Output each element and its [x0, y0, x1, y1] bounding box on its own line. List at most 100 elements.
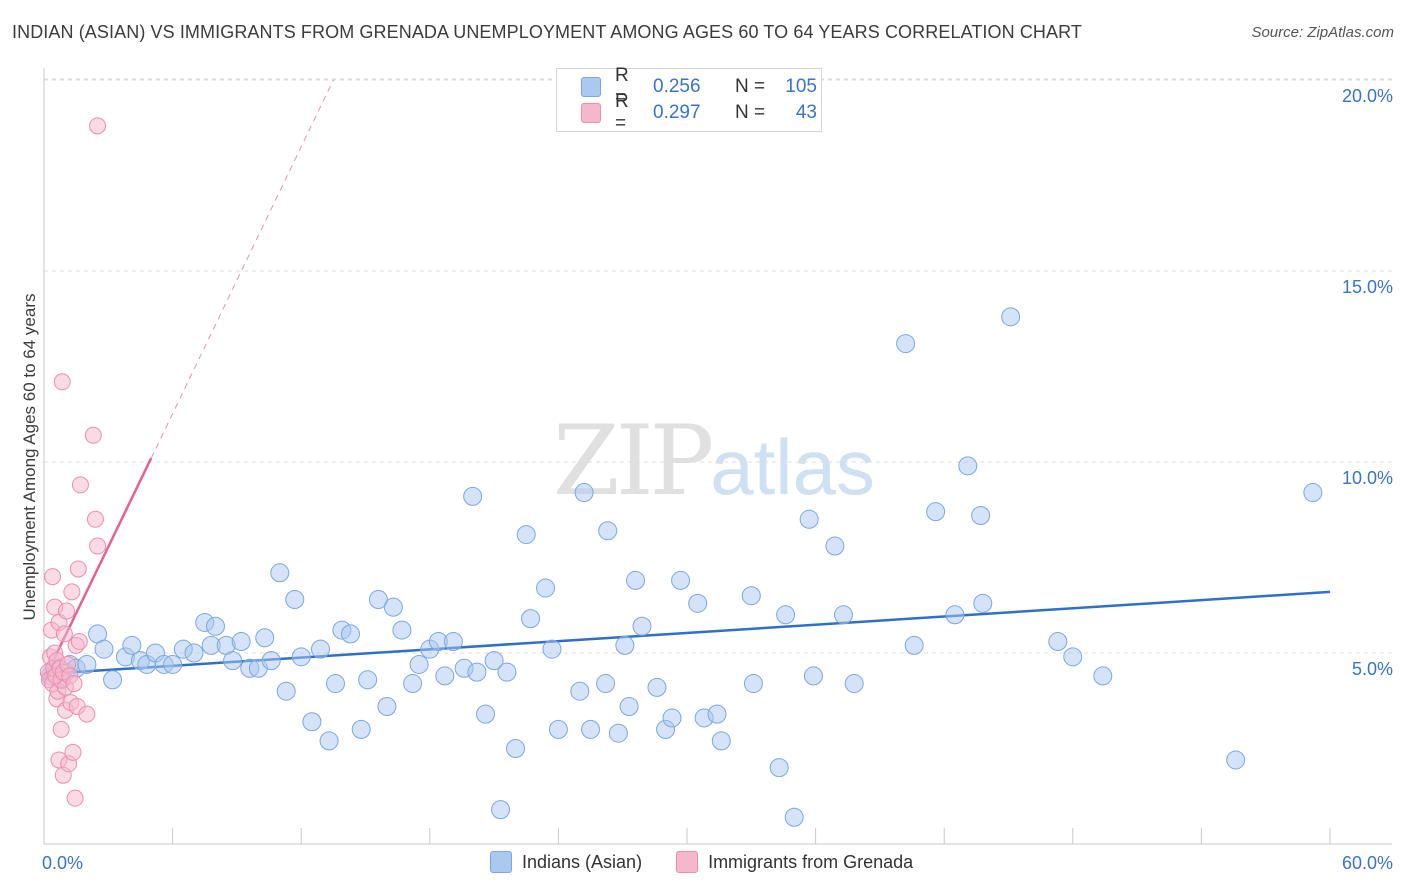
data-point-indians — [833, 605, 853, 625]
data-point-indians — [904, 635, 924, 655]
data-point-indians — [310, 639, 330, 659]
data-point-grenada — [70, 633, 88, 651]
data-point-indians — [351, 719, 371, 739]
series-indians-asian — [40, 307, 1323, 827]
trend-lines — [42, 79, 1331, 681]
data-point-grenada — [69, 560, 87, 578]
data-point-indians — [231, 632, 251, 652]
series-immigrants-grenada — [39, 117, 107, 807]
data-point-indians — [825, 536, 845, 556]
data-point-indians — [463, 486, 483, 506]
data-point-indians — [1303, 483, 1323, 503]
data-point-indians — [443, 632, 463, 652]
data-point-indians — [409, 654, 429, 674]
data-point-indians — [1226, 750, 1246, 770]
chart-title: INDIAN (ASIAN) VS IMMIGRANTS FROM GRENAD… — [12, 22, 1083, 42]
data-point-indians — [223, 651, 243, 671]
legend-label-indians: Indians (Asian) — [522, 851, 643, 872]
r-label: R = — [615, 91, 629, 134]
data-point-indians — [776, 605, 796, 625]
data-point-indians — [285, 590, 305, 610]
data-point-grenada — [53, 373, 71, 391]
data-point-indians — [122, 635, 142, 655]
data-point-indians — [302, 712, 322, 732]
data-point-indians — [945, 605, 965, 625]
data-point-grenada — [89, 537, 107, 555]
legend-swatch-pink — [676, 851, 699, 873]
data-point-indians — [163, 654, 183, 674]
data-point-indians — [570, 681, 590, 701]
data-point-grenada — [78, 705, 96, 723]
data-point-indians — [325, 674, 345, 694]
data-point-indians — [581, 719, 601, 739]
data-point-indians — [626, 570, 646, 590]
data-point-indians — [844, 674, 864, 694]
legend-label-grenada: Immigrants from Grenada — [708, 851, 914, 872]
y-tick-10: 10.0% — [1341, 468, 1393, 488]
data-point-indians — [94, 639, 114, 659]
trend-line-grenada-extrapolated — [150, 79, 334, 459]
r-value: 0.256 — [653, 76, 701, 97]
data-point-indians — [184, 643, 204, 663]
data-point-grenada — [58, 602, 76, 620]
data-point-indians — [632, 616, 652, 636]
data-point-indians — [358, 670, 378, 690]
n-value: 43 — [795, 102, 817, 123]
data-point-indians — [270, 563, 290, 583]
gridlines — [44, 78, 1392, 654]
data-point-indians — [741, 586, 761, 606]
data-point-indians — [598, 521, 618, 541]
series-legend: Indians (Asian) Immigrants from Grenada — [490, 851, 947, 873]
data-point-indians — [743, 674, 763, 694]
legend-item-grenada[interactable]: Immigrants from Grenada — [676, 851, 913, 873]
data-point-indians — [926, 502, 946, 522]
data-point-indians — [435, 666, 455, 686]
legend-swatch-pink — [581, 103, 601, 123]
n-value: 105 — [785, 76, 817, 97]
data-point-indians — [467, 662, 487, 682]
legend-row-indians: R = 0.256 N = 105 — [581, 65, 817, 108]
data-point-indians — [688, 593, 708, 613]
data-point-indians — [1048, 632, 1068, 652]
data-point-indians — [491, 800, 511, 820]
n-label: N = — [735, 102, 766, 123]
data-point-indians — [261, 651, 281, 671]
r-value: 0.297 — [653, 102, 701, 123]
data-point-indians — [1093, 666, 1113, 686]
data-point-indians — [77, 654, 97, 674]
data-point-indians — [516, 525, 536, 545]
data-point-grenada — [86, 510, 104, 528]
data-point-grenada — [65, 675, 83, 693]
data-point-indians — [368, 590, 388, 610]
data-point-indians — [536, 578, 556, 598]
data-point-indians — [615, 635, 635, 655]
data-point-indians — [506, 739, 526, 758]
data-point-grenada — [44, 568, 62, 586]
data-point-indians — [973, 593, 993, 613]
legend-swatch-blue — [581, 77, 601, 97]
data-point-grenada — [84, 426, 102, 444]
data-point-indians — [1001, 307, 1021, 327]
data-point-grenada — [63, 583, 81, 601]
data-point-indians — [971, 505, 991, 525]
axes — [43, 68, 1392, 845]
data-point-indians — [497, 662, 517, 682]
x-tick-max: 60.0% — [1341, 853, 1393, 873]
data-point-indians — [711, 731, 731, 751]
data-point-indians — [707, 704, 727, 724]
data-point-indians — [319, 731, 339, 751]
correlation-legend: R = 0.256 N = 105 R = 0.297 N = 43 — [556, 65, 822, 134]
data-point-indians — [542, 639, 562, 659]
data-point-indians — [476, 704, 496, 724]
data-point-grenada — [89, 117, 107, 135]
data-point-indians — [958, 456, 978, 476]
data-point-indians — [1063, 647, 1083, 667]
data-point-grenada — [52, 720, 70, 738]
x-tick-min: 0.0% — [42, 853, 84, 873]
data-point-indians — [377, 696, 397, 716]
legend-row-grenada: R = 0.297 N = 43 — [581, 91, 817, 134]
data-point-indians — [484, 651, 504, 671]
legend-item-indians[interactable]: Indians (Asian) — [490, 851, 642, 873]
data-point-indians — [784, 807, 804, 827]
